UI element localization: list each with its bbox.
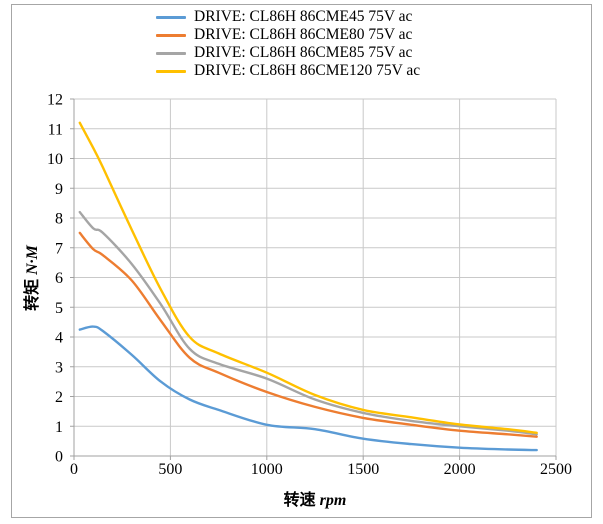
y-tick-label: 1 (55, 419, 63, 436)
series-line-2 (78, 210, 538, 436)
x-tick-label: 0 (70, 461, 78, 478)
legend-swatch-icon (156, 33, 186, 37)
legend-label: DRIVE: CL86H 86CME80 75V ac (194, 26, 413, 43)
legend-item-1: DRIVE: CL86H 86CME80 75V ac (156, 26, 420, 44)
y-tick-label: 5 (55, 300, 63, 317)
y-tick-label: 3 (55, 359, 63, 376)
y-tick-label: 10 (47, 151, 63, 168)
y-tick-label: 6 (55, 270, 63, 287)
x-tick-label: 500 (158, 461, 182, 478)
y-axis-title-unit: N·M (24, 245, 41, 275)
x-axis-title: 转速 rpm (284, 486, 347, 510)
legend-swatch-icon (156, 69, 186, 73)
series-line-1 (78, 231, 538, 438)
y-tick-label: 4 (55, 330, 63, 347)
y-tick-label: 2 (55, 389, 63, 406)
y-tick-label: 0 (55, 449, 63, 466)
legend-swatch-icon (156, 15, 186, 19)
legend-label: DRIVE: CL86H 86CME85 75V ac (194, 44, 413, 61)
series-line-0 (78, 325, 538, 452)
x-tick-label: 2000 (444, 461, 476, 478)
legend: DRIVE: CL86H 86CME45 75V ac DRIVE: CL86H … (156, 8, 420, 80)
legend-item-2: DRIVE: CL86H 86CME85 75V ac (156, 44, 420, 62)
y-tick-label: 7 (55, 240, 63, 257)
legend-item-0: DRIVE: CL86H 86CME45 75V ac (156, 8, 420, 26)
legend-swatch-icon (156, 51, 186, 55)
y-tick-label: 9 (55, 181, 63, 198)
y-axis-title-cn: 转矩 (24, 278, 41, 311)
y-tick-label: 11 (48, 121, 63, 138)
x-tick-label: 2500 (540, 461, 572, 478)
legend-item-3: DRIVE: CL86H 86CME120 75V ac (156, 62, 420, 80)
y-tick-label: 12 (47, 92, 63, 109)
y-axis-title: 转矩 N·M (18, 245, 42, 311)
x-axis-title-cn: 转速 (283, 492, 316, 509)
x-tick-label: 1000 (251, 461, 283, 478)
legend-label: DRIVE: CL86H 86CME120 75V ac (194, 62, 421, 79)
legend-label: DRIVE: CL86H 86CME45 75V ac (194, 8, 413, 25)
y-tick-label: 8 (55, 211, 63, 228)
series-line-3 (78, 121, 538, 434)
x-tick-label: 1500 (347, 461, 379, 478)
x-axis-title-unit: rpm (319, 492, 347, 509)
